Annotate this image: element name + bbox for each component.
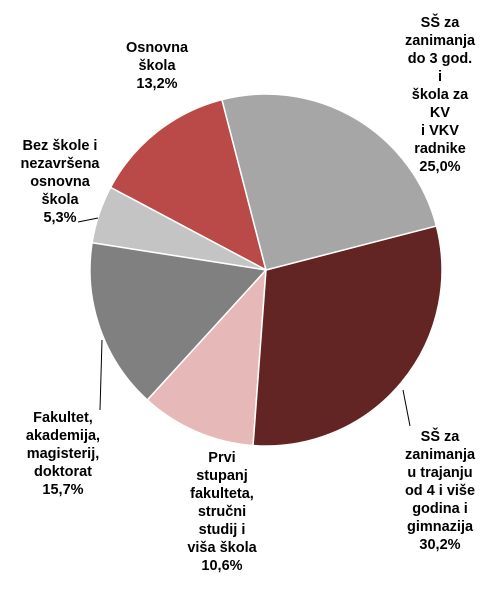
pie-slice xyxy=(109,98,268,272)
pie-slice xyxy=(146,267,267,447)
value-label: 10,6% xyxy=(201,558,243,574)
category-label: Osnovna škola xyxy=(125,40,189,74)
pie-slice xyxy=(221,93,438,271)
category-label: SŠ za zanimanja do 3 god. i škola za KV … xyxy=(404,15,476,157)
slice-label: Fakultet, akademija, magisterij, doktora… xyxy=(26,409,100,499)
category-label: SŠ za zanimanja u trajanju od 4 i više g… xyxy=(404,429,476,535)
category-label: Fakultet, akademija, magisterij, doktora… xyxy=(25,410,101,480)
slice-label: Prvi stupanj fakulteta, stručni studij i… xyxy=(187,449,256,575)
slice-label: Bez škole i nezavršena osnovna škola 5,3% xyxy=(21,137,100,227)
slice-label: SŠ za zanimanja u trajanju od 4 i više g… xyxy=(405,428,475,554)
category-label: Bez škole i nezavršena osnovna škola xyxy=(20,138,100,208)
value-label: 5,3% xyxy=(43,210,77,226)
slice-label: Osnovna škola 13,2% xyxy=(126,39,188,93)
slice-label: SŠ za zanimanja do 3 god. i škola za KV … xyxy=(405,14,475,176)
value-label: 13,2% xyxy=(136,76,178,92)
value-label: 25,0% xyxy=(419,159,461,175)
value-label: 15,7% xyxy=(42,482,84,498)
leader-line xyxy=(99,339,103,411)
pie-slice xyxy=(252,225,443,447)
leader-line xyxy=(402,389,411,427)
leader-line xyxy=(77,217,99,223)
pie-slice xyxy=(89,241,268,402)
value-label: 30,2% xyxy=(419,537,461,553)
category-label: Prvi stupanj fakulteta, stručni studij i… xyxy=(187,450,257,556)
